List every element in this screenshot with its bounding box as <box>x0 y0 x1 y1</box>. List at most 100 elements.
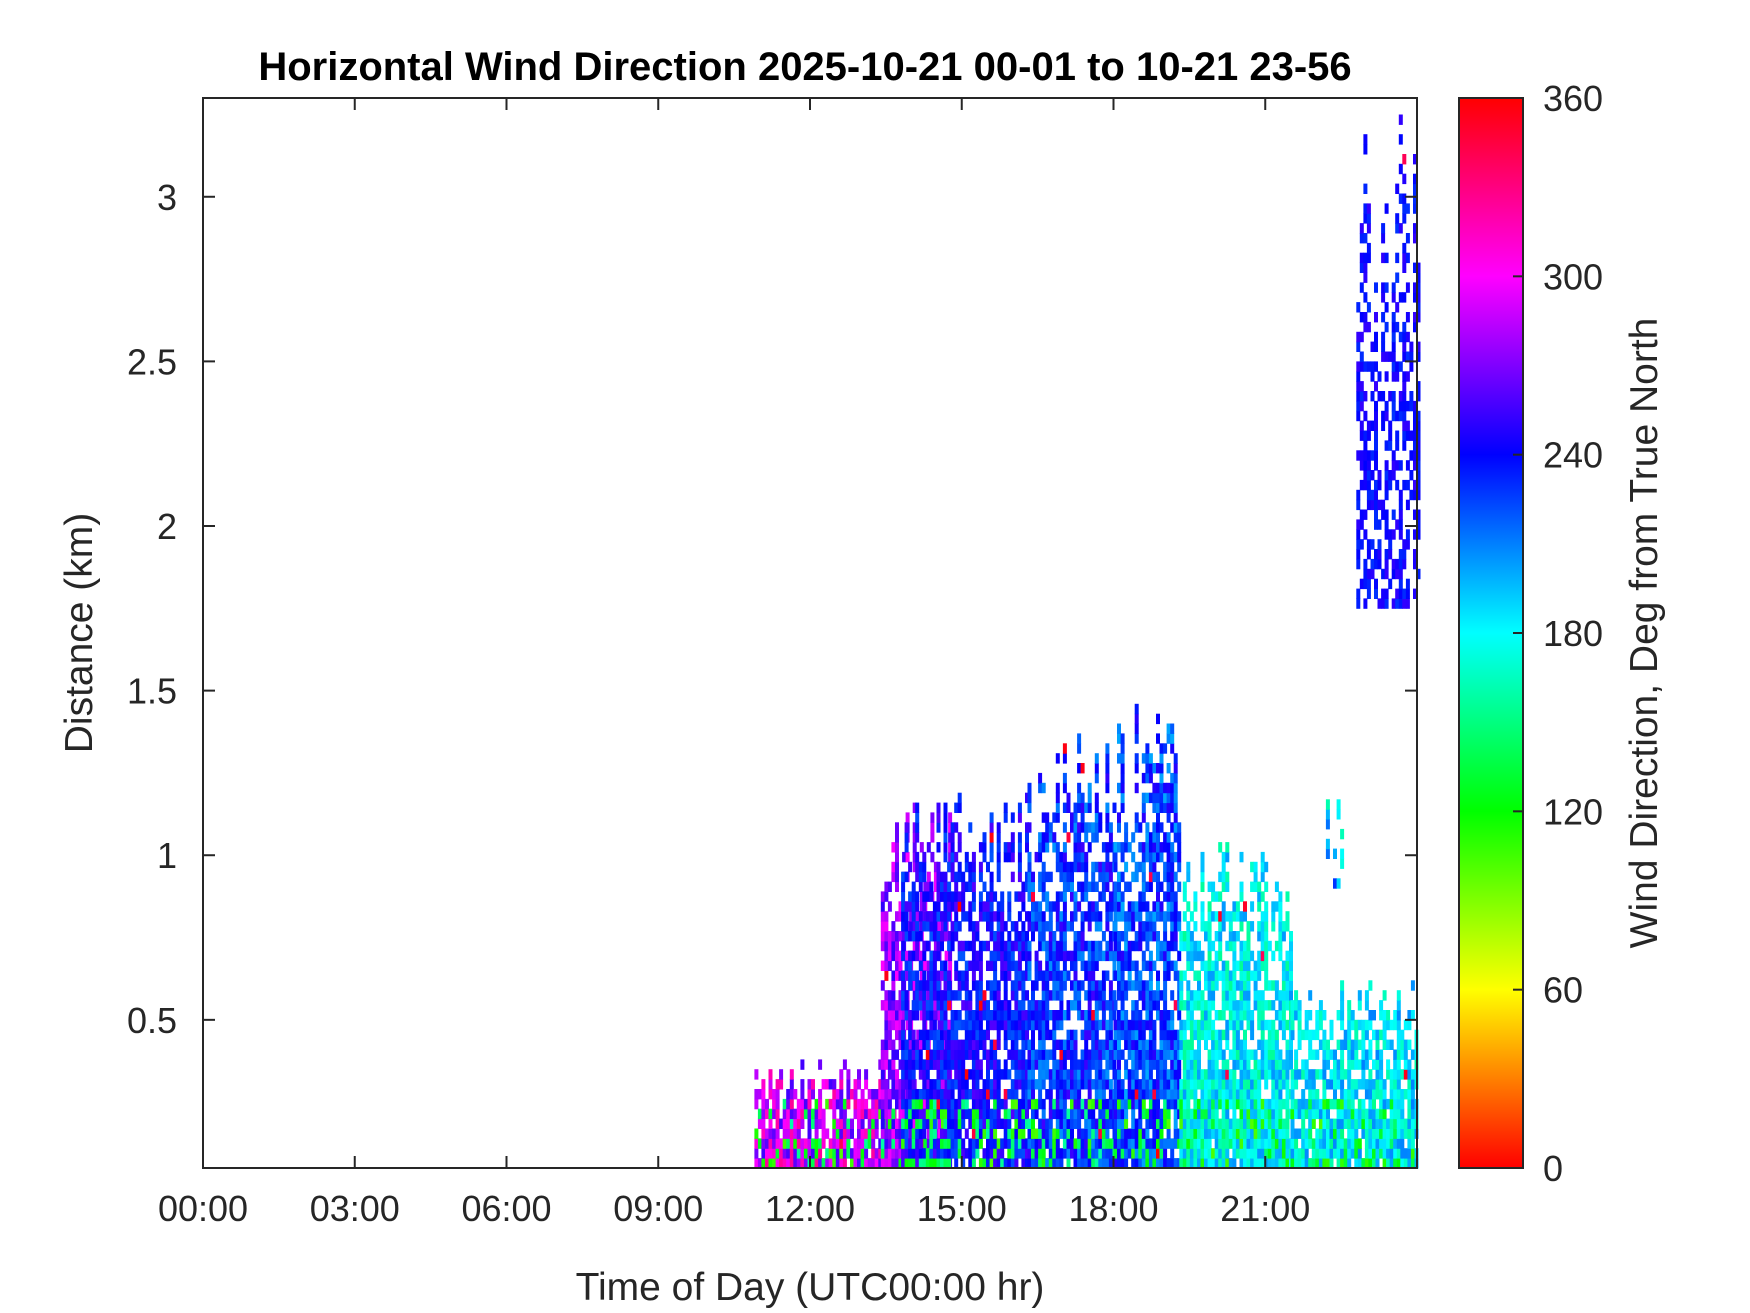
heatmap-cell <box>968 921 973 932</box>
heatmap-cell <box>1177 921 1182 932</box>
heatmap-cell <box>1416 341 1421 352</box>
heatmap-cell <box>1025 1138 1029 1149</box>
heatmap-cell <box>1080 1158 1085 1169</box>
heatmap-cell <box>1034 1108 1039 1120</box>
heatmap-cell <box>1218 1069 1223 1080</box>
heatmap-cell <box>1148 970 1153 981</box>
heatmap-cell <box>1077 1158 1082 1169</box>
heatmap-cell <box>1285 1019 1290 1031</box>
heatmap-cell <box>1101 980 1106 991</box>
heatmap-cell <box>895 1069 899 1080</box>
heatmap-cell <box>1389 1148 1394 1159</box>
heatmap-cell <box>1285 1039 1290 1050</box>
heatmap-cell <box>1003 1108 1008 1120</box>
heatmap-cell <box>922 851 927 863</box>
heatmap-cell <box>1197 1049 1201 1060</box>
heatmap-cell <box>1117 842 1121 853</box>
heatmap-cell <box>982 1049 987 1060</box>
heatmap-cell <box>986 1069 990 1080</box>
heatmap-cell <box>1170 960 1175 971</box>
heatmap-cell <box>1021 1049 1026 1060</box>
heatmap-cell <box>1315 1108 1320 1120</box>
heatmap-cell <box>1077 990 1082 1001</box>
heatmap-cell <box>1384 351 1389 362</box>
heatmap-cell <box>1361 1108 1366 1120</box>
heatmap-cell <box>1413 203 1417 214</box>
heatmap-cell <box>1218 1079 1223 1090</box>
heatmap-cell <box>1271 1039 1276 1050</box>
heatmap-cell <box>1221 1079 1226 1090</box>
heatmap-cell <box>950 1108 955 1120</box>
heatmap-cell <box>1025 792 1029 804</box>
heatmap-cell <box>1274 1039 1279 1050</box>
heatmap-cell <box>1077 1128 1082 1139</box>
heatmap-cell <box>1374 509 1378 520</box>
heatmap-cell <box>1148 1108 1153 1120</box>
heatmap-cell <box>1084 960 1089 971</box>
heatmap-cell <box>1340 1098 1345 1110</box>
heatmap-cell <box>1077 1000 1082 1011</box>
heatmap-cell <box>1156 990 1160 1001</box>
heatmap-cell <box>950 1079 955 1090</box>
heatmap-cell <box>996 950 1001 962</box>
heatmap-cell <box>1271 1000 1276 1011</box>
heatmap-cell <box>1173 1158 1178 1169</box>
heatmap-cell <box>807 1148 812 1159</box>
heatmap-cell <box>1363 460 1368 471</box>
heatmap-cell <box>1166 733 1171 744</box>
heatmap-cell <box>1152 782 1157 794</box>
heatmap-cell <box>1148 950 1153 962</box>
heatmap-cell <box>1014 1059 1019 1070</box>
heatmap-cell <box>887 1039 892 1050</box>
heatmap-cell <box>1239 1049 1244 1060</box>
heatmap-cell <box>908 1059 913 1070</box>
heatmap-cell <box>943 1108 948 1120</box>
heatmap-cell <box>1173 1089 1178 1100</box>
heatmap-cell <box>1062 1049 1067 1060</box>
heatmap-cell <box>1105 911 1110 922</box>
heatmap-cell <box>947 940 952 952</box>
heatmap-cell <box>989 1010 994 1021</box>
heatmap-cell <box>1389 1019 1394 1031</box>
heatmap-cell <box>1398 391 1403 402</box>
heatmap-cell <box>1182 911 1187 922</box>
heatmap-cell <box>1278 950 1283 962</box>
heatmap-cell <box>1382 1138 1387 1149</box>
heatmap-cell <box>1377 499 1382 511</box>
heatmap-cell <box>1101 871 1106 883</box>
heatmap-cell <box>1048 871 1053 883</box>
heatmap-cell <box>1173 782 1178 794</box>
heatmap-cell <box>1189 940 1194 952</box>
heatmap-cell <box>1048 990 1053 1001</box>
heatmap-cell <box>989 832 994 843</box>
heatmap-cell <box>1318 1148 1323 1159</box>
heatmap-cell <box>1200 990 1205 1001</box>
heatmap-cell <box>1163 891 1168 902</box>
heatmap-cell <box>1218 871 1223 883</box>
heatmap-cell <box>1091 911 1096 922</box>
heatmap-cell <box>1091 980 1096 991</box>
heatmap-cell <box>1182 1148 1187 1159</box>
heatmap-cell <box>1405 499 1410 511</box>
heatmap-cell <box>1177 842 1182 853</box>
heatmap-cell <box>1403 1158 1408 1169</box>
heatmap-cell <box>975 1108 980 1120</box>
heatmap-cell <box>871 1108 876 1120</box>
heatmap-cell <box>1166 1158 1171 1169</box>
heatmap-cell <box>1374 450 1378 461</box>
heatmap-cell <box>1357 1158 1362 1169</box>
heatmap-cell <box>1402 321 1407 333</box>
heatmap-cell <box>1177 1000 1182 1011</box>
heatmap-cell <box>1108 1079 1113 1090</box>
heatmap-cell <box>901 1069 906 1080</box>
heatmap-cell <box>971 1059 976 1070</box>
heatmap-cell <box>1052 940 1057 952</box>
heatmap-cell <box>1308 1089 1313 1100</box>
heatmap-cell <box>901 950 906 962</box>
heatmap-cell <box>1163 1138 1168 1149</box>
heatmap-cell <box>1396 1059 1401 1070</box>
heatmap-cell <box>996 1098 1001 1110</box>
heatmap-cell <box>1204 1029 1208 1041</box>
heatmap-cell <box>1066 1049 1071 1060</box>
heatmap-cell <box>1062 782 1067 794</box>
